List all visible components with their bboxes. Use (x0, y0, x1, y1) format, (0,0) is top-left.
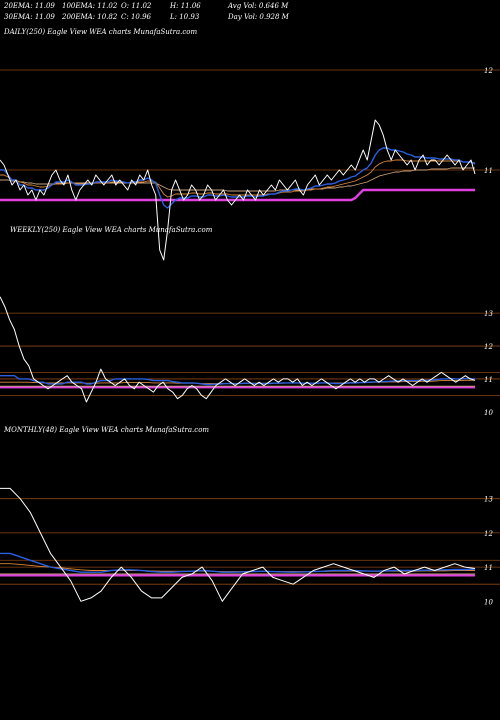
y-tick-label: 11 (484, 564, 493, 572)
series-line-support (0, 188, 475, 202)
header-value: 200EMA: 10.82 (61, 13, 118, 21)
series-line-price (0, 487, 476, 602)
header-value: H: 11.06 (169, 2, 201, 10)
chart-panel-0: 12 11 (0, 67, 500, 261)
header-value: Avg Vol: 0.646 M (227, 2, 289, 10)
panel-label: WEEKLY(250) Eagle View WEA charts Munafa… (10, 226, 213, 234)
series-line-ema-slow (0, 167, 475, 192)
series-line-ema-fast (0, 552, 476, 573)
y-tick-label: 12 (484, 67, 493, 75)
indicator-header: 20EMA: 11.09 100EMA: 11.02 O: 11.02 H: 11.0… (3, 2, 290, 21)
panel-label: MONTHLY(48) Eagle View WEA charts Munafa… (3, 426, 209, 434)
y-tick-label: 11 (484, 167, 493, 175)
header-value: 100EMA: 11.02 (62, 2, 118, 10)
series-line-ema-mid (0, 159, 476, 198)
header-value: L: 10.93 (169, 13, 200, 21)
header-value: 30EMA: 11.09 (4, 13, 55, 21)
series-line-price (0, 119, 476, 261)
chart-panel-1: 13 12 11 10 (0, 296, 500, 417)
y-tick-label: 12 (484, 343, 493, 351)
y-tick-label: 12 (484, 530, 493, 538)
header-value: Day Vol: 0.928 M (227, 13, 290, 21)
y-tick-label: 13 (484, 496, 493, 504)
panel-label: DAILY(250) Eagle View WEA charts MunafaS… (3, 28, 197, 36)
y-tick-label: 10 (484, 598, 493, 606)
chart-panel-2: 13 12 11 10 (0, 487, 500, 606)
header-value: C: 10.96 (121, 13, 152, 21)
header-value: 20EMA: 11.09 (3, 2, 55, 10)
y-tick-label: 10 (484, 409, 493, 417)
header-value: O: 11.02 (121, 2, 152, 10)
chart-panels: 12 11 13 12 11 10 13 12 11 10 DAILY(250) Eagle Vie… (0, 28, 500, 606)
y-tick-label: 13 (484, 310, 493, 318)
series-line-price (0, 296, 476, 403)
y-tick-label: 11 (484, 376, 493, 384)
